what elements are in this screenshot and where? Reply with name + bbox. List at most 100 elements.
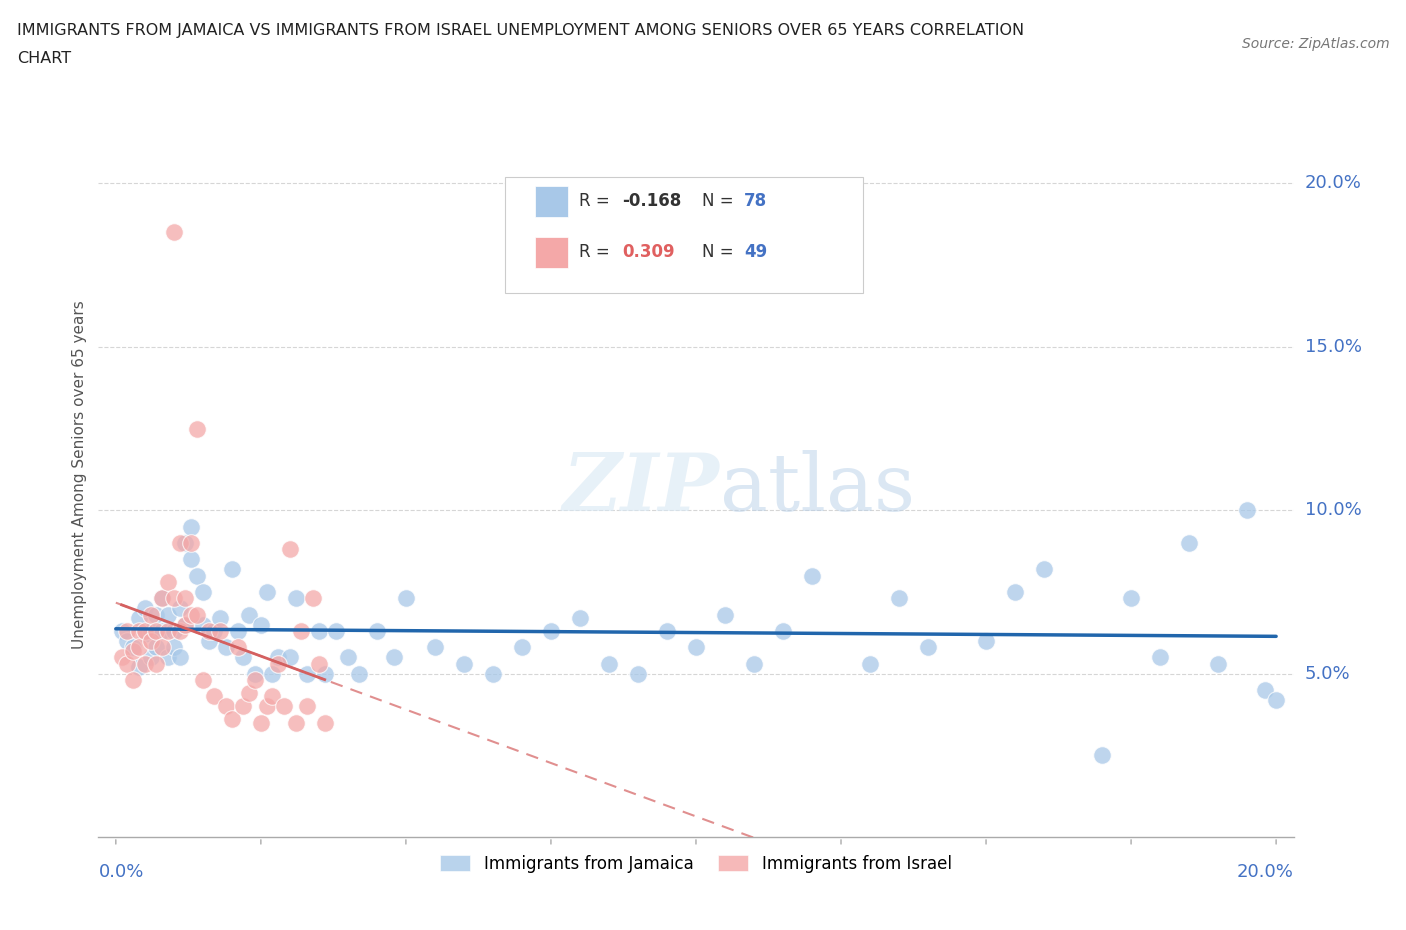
- Point: [186, 568, 208, 583]
- Text: 5.0%: 5.0%: [1305, 665, 1350, 683]
- Point: [284, 591, 307, 606]
- Point: [128, 640, 150, 655]
- Point: [308, 624, 330, 639]
- Point: [453, 657, 475, 671]
- Text: 49: 49: [744, 243, 768, 260]
- Point: [887, 591, 910, 606]
- Point: [510, 640, 533, 655]
- Point: [157, 607, 180, 622]
- Point: [1091, 748, 1114, 763]
- Text: -0.168: -0.168: [621, 192, 681, 210]
- Point: [209, 624, 232, 639]
- FancyBboxPatch shape: [505, 177, 863, 293]
- Legend: Immigrants from Jamaica, Immigrants from Israel: Immigrants from Jamaica, Immigrants from…: [433, 848, 959, 880]
- Point: [145, 624, 167, 639]
- Point: [204, 689, 226, 704]
- Point: [349, 666, 371, 681]
- Point: [191, 584, 214, 599]
- Point: [117, 624, 139, 639]
- Point: [1206, 657, 1229, 671]
- Point: [714, 607, 737, 622]
- Point: [278, 650, 301, 665]
- Point: [366, 624, 388, 639]
- Point: [325, 624, 347, 639]
- Point: [256, 698, 278, 713]
- Point: [197, 633, 219, 648]
- Point: [180, 519, 202, 534]
- Point: [1178, 536, 1201, 551]
- Point: [267, 657, 290, 671]
- Y-axis label: Unemployment Among Seniors over 65 years: Unemployment Among Seniors over 65 years: [72, 300, 87, 649]
- Text: Source: ZipAtlas.com: Source: ZipAtlas.com: [1241, 37, 1389, 51]
- Point: [122, 640, 145, 655]
- Text: 0.0%: 0.0%: [98, 863, 143, 881]
- Point: [204, 624, 226, 639]
- Point: [482, 666, 505, 681]
- Point: [423, 640, 446, 655]
- Point: [1033, 562, 1056, 577]
- Point: [308, 657, 330, 671]
- Point: [655, 624, 678, 639]
- Point: [191, 618, 214, 632]
- Point: [150, 624, 173, 639]
- Point: [163, 591, 186, 606]
- Point: [250, 618, 273, 632]
- Text: 20.0%: 20.0%: [1305, 175, 1361, 193]
- Point: [568, 611, 591, 626]
- Point: [238, 685, 260, 700]
- Point: [314, 666, 336, 681]
- Text: 0.309: 0.309: [621, 243, 675, 260]
- Point: [169, 650, 191, 665]
- Text: CHART: CHART: [17, 51, 70, 66]
- Point: [284, 715, 307, 730]
- Text: R =: R =: [579, 243, 614, 260]
- Point: [134, 601, 156, 616]
- Point: [180, 536, 202, 551]
- Point: [122, 672, 145, 687]
- Point: [627, 666, 650, 681]
- Point: [209, 611, 232, 626]
- Point: [145, 640, 167, 655]
- Point: [122, 644, 145, 658]
- Point: [174, 618, 197, 632]
- Text: R =: R =: [579, 192, 614, 210]
- Point: [1236, 503, 1258, 518]
- Point: [169, 536, 191, 551]
- Point: [278, 542, 301, 557]
- FancyBboxPatch shape: [534, 186, 568, 217]
- Point: [297, 666, 319, 681]
- Point: [336, 650, 359, 665]
- Point: [290, 624, 312, 639]
- Text: N =: N =: [702, 243, 738, 260]
- Point: [232, 650, 254, 665]
- Point: [221, 562, 243, 577]
- Point: [169, 601, 191, 616]
- Point: [273, 698, 295, 713]
- Point: [163, 640, 186, 655]
- Point: [917, 640, 939, 655]
- Point: [174, 536, 197, 551]
- Point: [117, 633, 139, 648]
- Text: atlas: atlas: [720, 450, 915, 528]
- Point: [215, 640, 238, 655]
- Point: [742, 657, 765, 671]
- Point: [139, 624, 162, 639]
- Point: [1265, 692, 1288, 707]
- Point: [111, 650, 134, 665]
- Text: N =: N =: [702, 192, 738, 210]
- Point: [243, 672, 266, 687]
- Point: [186, 607, 208, 622]
- Text: IMMIGRANTS FROM JAMAICA VS IMMIGRANTS FROM ISRAEL UNEMPLOYMENT AMONG SENIORS OVE: IMMIGRANTS FROM JAMAICA VS IMMIGRANTS FR…: [17, 23, 1024, 38]
- Point: [685, 640, 707, 655]
- Text: 20.0%: 20.0%: [1237, 863, 1294, 881]
- Text: 15.0%: 15.0%: [1305, 338, 1361, 356]
- Point: [197, 624, 219, 639]
- Point: [267, 650, 290, 665]
- Point: [157, 624, 180, 639]
- Point: [1149, 650, 1171, 665]
- Point: [250, 715, 273, 730]
- Point: [262, 666, 284, 681]
- Point: [163, 624, 186, 639]
- Point: [232, 698, 254, 713]
- Point: [139, 650, 162, 665]
